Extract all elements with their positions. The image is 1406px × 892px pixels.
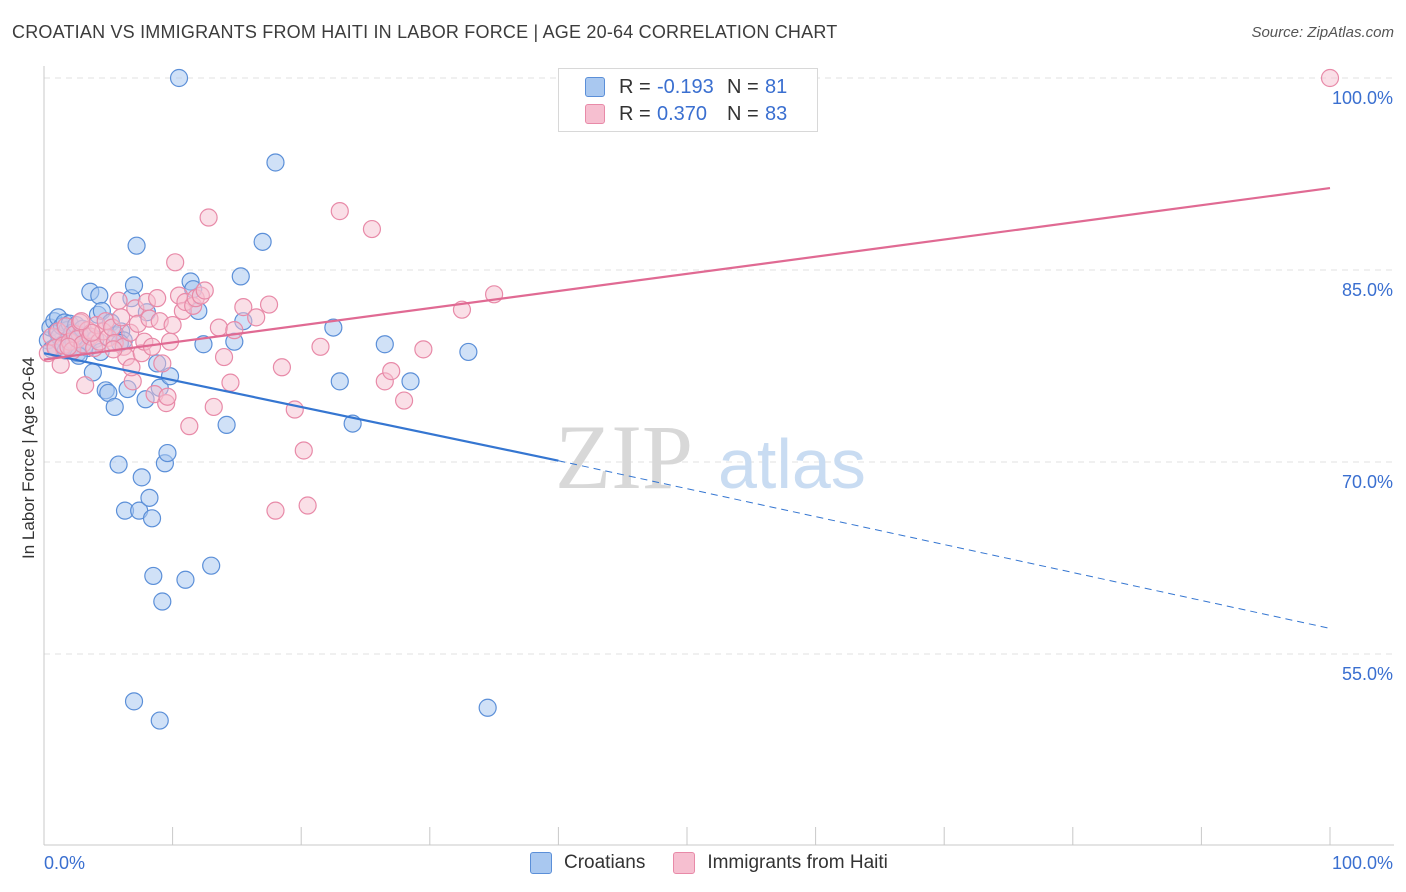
legend-r-label: R = [619,75,651,98]
haiti-point [330,202,349,221]
haiti-point [76,376,95,395]
croatians-trend-line [43,352,559,462]
haiti-point [204,397,223,417]
haiti-point [362,219,382,239]
haiti-point [311,337,330,356]
croatians-point [253,232,272,251]
tick-labels: 55.0% 70.0% 85.0% 100.0% 0.0% 100.0% [44,88,1393,873]
legend-r-value-haiti: 0.370 [657,102,708,125]
legend-swatch-haiti [585,104,605,124]
croatians-point [124,276,144,295]
haiti-point [1320,68,1340,88]
haiti-point [199,208,218,227]
series-swatch-haiti [673,852,696,874]
haiti-point [272,358,292,377]
haiti-point [166,253,185,272]
haiti-point [221,373,240,392]
gridlines [44,77,1394,655]
croatians-point [375,335,394,354]
croatians-point [459,342,478,362]
y-axis-label: In Labor Force | Age 20-64 [19,357,38,559]
croatians-point [217,415,236,434]
haiti-trend-line [43,186,1331,361]
haiti-point [247,308,266,327]
croatians-point [266,153,285,172]
croatians-point [124,692,144,711]
croatians-point [142,509,162,528]
haiti-point [59,337,78,356]
series-swatch-croatians [530,852,552,874]
haiti-point [382,362,401,381]
haiti-point [234,298,253,317]
croatians-point [330,372,349,391]
haiti-point [214,347,234,367]
legend-row-haiti: R = 0.370 N = 83 [585,103,787,125]
watermark-atlas: atlas [718,425,866,503]
croatians-point [140,488,159,507]
croatians-point [202,556,221,575]
legend-swatch-croatians [585,77,605,97]
croatians-point [109,455,128,474]
series-legend-haiti[interactable]: Immigrants from Haiti [673,852,888,874]
series-label-haiti: Immigrants from Haiti [707,852,888,873]
haiti-point [266,501,285,520]
croatians-point [150,711,169,730]
haiti-point [112,308,131,327]
source-label: Source: ZipAtlas.com [1251,24,1394,41]
legend-n-value-haiti: 83 [765,102,788,125]
croatians-point [401,372,420,391]
haiti-point [294,441,313,460]
legend-n-value-croatians: 81 [765,75,788,98]
legend-r-value-croatians: -0.193 [657,75,714,98]
haiti-point [259,295,279,314]
series-legend: Croatians Immigrants from Haiti [530,852,916,874]
croatians-point [90,286,109,305]
haiti-point [153,354,172,373]
haiti-point [148,289,167,308]
haiti-point [109,291,128,310]
y-tick-label: 70.0% [1342,472,1393,492]
haiti-point [414,340,433,359]
croatians-point [176,570,195,589]
croatians-point [144,566,163,586]
croatians-point [231,267,250,286]
correlation-legend: R = -0.193 N = 81 R = 0.370 N = 83 [558,68,818,132]
croatians-point [158,443,177,463]
legend-n-label: N = [727,75,759,98]
series-legend-croatians[interactable]: Croatians [530,852,645,874]
x-tick-label: 100.0% [1332,853,1393,873]
croatians-point [127,236,146,255]
haiti-point [209,318,228,337]
haiti-point [72,312,91,331]
y-tick-label: 100.0% [1332,88,1393,108]
legend-r-label: R = [619,102,651,125]
haiti-point [163,315,182,335]
croatians-point [132,468,151,487]
trend-lines [43,186,1331,629]
haiti-point [82,323,101,342]
haiti-point [158,387,177,406]
legend-n-label: N = [727,102,759,125]
haiti-point [394,391,414,410]
chart-title: CROATIAN VS IMMIGRANTS FROM HAITI IN LAB… [12,22,838,42]
haiti-point [180,417,199,436]
watermark-zip: ZIP [555,406,693,508]
x-tick-label: 0.0% [44,853,85,873]
haiti-point [195,281,214,300]
legend-row-croatians: R = -0.193 N = 81 [585,76,787,98]
series-label-croatians: Croatians [564,852,646,873]
y-tick-label: 85.0% [1342,280,1393,300]
croatians-point [478,698,497,717]
haiti-point [298,496,317,515]
croatians-point [169,68,189,88]
croatians-point [324,318,343,337]
croatians-point [153,592,172,611]
y-tick-label: 55.0% [1342,664,1393,684]
croatians-point [105,397,124,417]
axes [43,66,1394,846]
